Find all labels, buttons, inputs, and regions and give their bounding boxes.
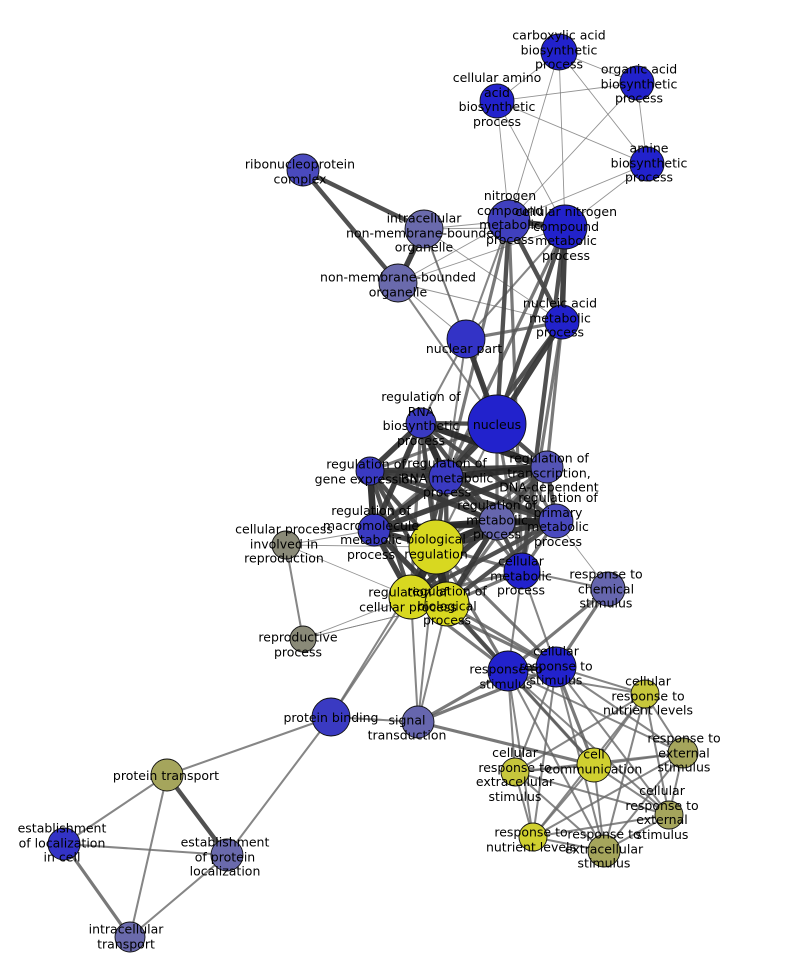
graph-node-amine-biosynthetic-process[interactable]: amine biosynthetic process [629, 146, 665, 182]
graph-node-ribonucleoprotein-complex[interactable]: ribonucleoprotein complex [286, 153, 320, 187]
graph-node-establishment-of-localization-in-cell[interactable]: establishment of localization in cell [47, 827, 81, 861]
nodes-group: carboxylic acid biosynthetic process orga… [47, 33, 699, 953]
graph-node-cellular-response-to-stimulus[interactable]: cellular response to stimulus [535, 646, 577, 688]
graph-edge [397, 226, 566, 284]
graph-node-carboxylic-acid-biosynthetic-process[interactable]: carboxylic acid biosynthetic process [540, 33, 578, 71]
graph-node-reproductive-process[interactable]: reproductive process [289, 625, 317, 653]
graph-edge [62, 842, 132, 939]
graph-edge [225, 715, 333, 857]
graph-node-nuclear-part[interactable]: nuclear part [446, 319, 486, 359]
graph-node-cellular-metabolic-process[interactable]: cellular metabolic process [503, 552, 541, 590]
graph-edge [506, 669, 535, 839]
graph-edge [444, 337, 468, 479]
graph-node-regulation-of-macromolecule-metabolic-process[interactable]: regulation of macromolecule metabolic pr… [357, 513, 391, 547]
graph-edge [506, 669, 671, 817]
graph-edge [531, 813, 671, 839]
graph-node-protein-binding[interactable]: protein binding [311, 697, 351, 737]
graph-node-regulation-of-gene-expression[interactable]: regulation of gene expression [355, 456, 385, 486]
graph-edge [558, 51, 566, 228]
graph-node-intracellular-non-membrane-bounded-organelle[interactable]: intracellular non-membrane-bounded organ… [404, 209, 444, 249]
graph-edge [494, 218, 512, 427]
graph-edge [443, 474, 559, 524]
graph-edge [367, 468, 500, 525]
graph-edge [128, 853, 229, 939]
graph-node-regulation-of-metabolic-process[interactable]: regulation of metabolic process [478, 503, 516, 541]
graph-edge [506, 669, 596, 767]
edges-group [62, 51, 685, 939]
graph-edge [329, 595, 413, 719]
graph-node-cellular-amino-acid-biosynthetic-process[interactable]: cellular amino acid biosynthetic process [479, 83, 515, 119]
graph-node-response-to-external-stimulus[interactable]: response to external stimulus [667, 737, 699, 769]
graph-node-regulation-of-biological-process[interactable]: regulation of biological process [424, 581, 470, 627]
graph-edge [496, 100, 648, 165]
graph-edge [508, 51, 560, 222]
graph-edge [496, 82, 638, 102]
graph-node-organic-acid-biosynthetic-process[interactable]: organic acid biosynthetic process [619, 65, 655, 101]
graph-edge [513, 770, 671, 817]
graph-edge [496, 100, 566, 228]
graph-edge [506, 669, 647, 696]
graph-node-regulation-of-rna-biosynthetic-process[interactable]: regulation of RNA biosynthetic process [405, 407, 437, 439]
graph-node-cellular-process-involved-in-reproduction[interactable]: cellular process involved in reproductio… [271, 530, 301, 560]
graph-node-establishment-of-protein-localization[interactable]: establishment of protein localization [210, 838, 244, 872]
graph-edge [416, 665, 558, 724]
graph-edge [602, 751, 685, 853]
graph-edge [371, 464, 550, 533]
graph-node-cellular-response-to-external-stimulus[interactable]: cellular response to external stimulus [654, 800, 684, 830]
graph-edge [285, 544, 412, 598]
graph-edge [164, 772, 230, 858]
graph-edge [508, 163, 648, 222]
graph-edge [508, 82, 638, 222]
graph-edge [602, 692, 647, 853]
graph-edge [506, 587, 610, 673]
graph-node-nucleus[interactable]: nucleus [467, 394, 527, 454]
graph-node-regulation-of-transcription-dna-dependent[interactable]: regulation of transcription, DNA-depende… [530, 450, 564, 484]
graph-edge [643, 692, 671, 817]
graph-node-regulation-of-rna-metabolic-process[interactable]: regulation of RNA metabolic process [428, 459, 464, 495]
graph-edge [62, 842, 229, 857]
graph-node-cellular-nitrogen-compound-metabolic-process[interactable]: cellular nitrogen compound metabolic pro… [542, 204, 588, 250]
graph-node-cellular-response-to-extracellular-stimulus[interactable]: cellular response to extracellular stimu… [500, 757, 530, 787]
graph-node-response-to-chemical-stimulus[interactable]: response to chemical stimulus [590, 571, 626, 607]
graph-edge [408, 518, 559, 600]
graph-node-non-membrane-bounded-organelle[interactable]: non-membrane-bounded organelle [378, 263, 418, 303]
graph-edge [300, 167, 427, 232]
graph-node-protein-transport[interactable]: protein transport [150, 758, 184, 792]
graph-node-signal-transduction[interactable]: signal transduction [401, 705, 435, 739]
graph-node-nitrogen-compound-metabolic-process[interactable]: nitrogen compound metabolic process [487, 199, 531, 243]
graph-edge [284, 543, 305, 641]
graph-edge [464, 225, 567, 341]
graph-edge [558, 51, 648, 165]
graph-node-nucleic-acid-metabolic-process[interactable]: nucleic acid metabolic process [544, 304, 580, 340]
graph-node-intracellular-transport[interactable]: intracellular transport [114, 921, 146, 953]
graph-node-response-to-stimulus[interactable]: response to stimulus [487, 650, 529, 692]
graph-edge [506, 669, 606, 853]
graph-node-response-to-extracellular-stimulus[interactable]: response to extracellular stimulus [587, 834, 621, 868]
graph-edge [165, 715, 333, 777]
graph-node-biological-regulation[interactable]: biological regulation [408, 519, 464, 575]
graph-edge [513, 770, 606, 853]
graph-edge [444, 518, 559, 607]
graph-edge [300, 167, 401, 286]
graph-edge [416, 720, 596, 767]
graph-edge [371, 420, 424, 533]
graph-edge [62, 773, 169, 846]
graph-edge [531, 751, 685, 839]
graph-node-cellular-response-to-nutrient-levels[interactable]: cellular response to nutrient levels [630, 679, 660, 709]
graph-node-response-to-nutrient-levels[interactable]: response to nutrient levels [518, 822, 548, 852]
graph-edge [128, 773, 169, 939]
graph-node-regulation-of-primary-metabolic-process[interactable]: regulation of primary metabolic process [538, 503, 574, 539]
graph-edge [545, 320, 564, 469]
graph-node-cell-communication[interactable]: cell communication [576, 747, 612, 783]
